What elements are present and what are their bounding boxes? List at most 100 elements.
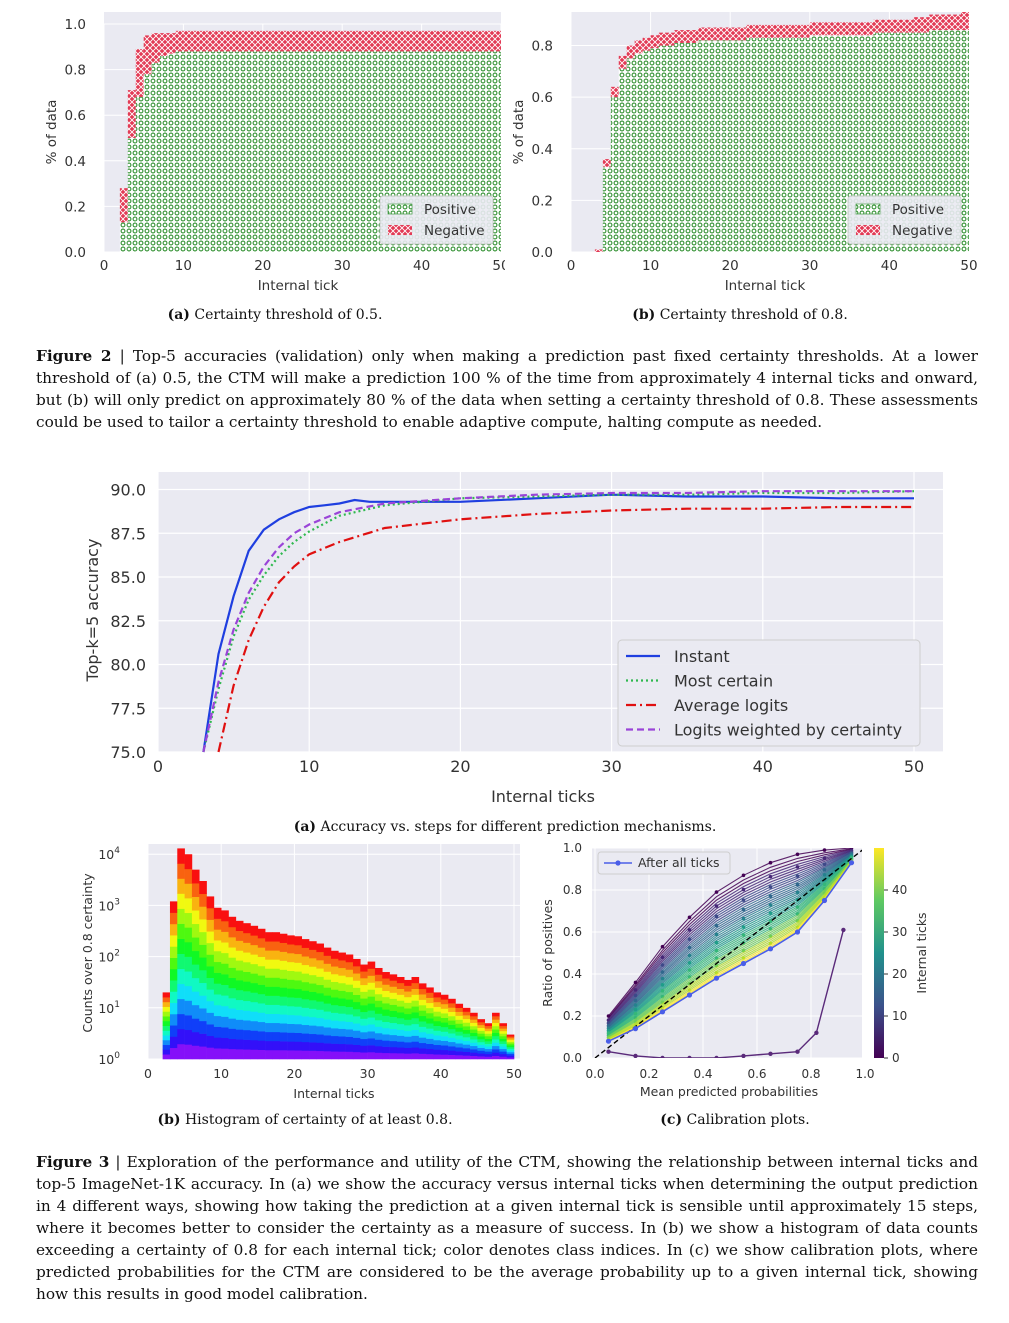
calibration-curve bbox=[608, 848, 852, 1019]
after-all-ticks-point bbox=[605, 1038, 612, 1044]
histogram-bar bbox=[352, 958, 361, 1060]
legend-label-after-all-ticks: After all ticks bbox=[638, 855, 720, 870]
bar-negative bbox=[714, 27, 723, 41]
bar-negative bbox=[809, 22, 818, 36]
calibration-curve bbox=[608, 855, 852, 1031]
bar-negative bbox=[143, 35, 152, 75]
x-tick-label: 0.8 bbox=[801, 1067, 820, 1081]
bar-negative bbox=[421, 30, 430, 52]
bar-positive bbox=[937, 30, 946, 253]
bar-negative bbox=[833, 22, 842, 36]
bar-positive bbox=[881, 32, 890, 253]
bar-negative bbox=[634, 40, 643, 54]
histogram-bar bbox=[499, 1023, 507, 1060]
bar-negative bbox=[358, 30, 367, 52]
histogram-bar bbox=[470, 1012, 478, 1060]
histogram-bar bbox=[191, 869, 200, 1060]
bar-positive bbox=[215, 51, 224, 252]
y-tick-label: 1.0 bbox=[65, 17, 86, 33]
histogram-bar bbox=[484, 1023, 493, 1060]
x-tick-label: 30 bbox=[601, 757, 621, 776]
after-all-ticks-point bbox=[821, 897, 828, 904]
colorbar-tick-label: 20 bbox=[892, 967, 907, 981]
y-tick-label: 102 bbox=[98, 949, 120, 965]
bar-negative bbox=[286, 30, 295, 52]
bar-positive bbox=[650, 48, 659, 253]
chart-certainty-histogram: 0 10 20 30 40 50 100 101 102 103 104 Internal tick… bbox=[80, 844, 522, 1101]
bar-negative bbox=[730, 27, 739, 41]
y-tick-label: 90.0 bbox=[110, 481, 146, 500]
bar-positive bbox=[135, 96, 144, 253]
bar-positive bbox=[833, 35, 842, 253]
bar-negative bbox=[817, 22, 826, 36]
bar-negative bbox=[738, 27, 747, 41]
bar-negative bbox=[437, 30, 446, 52]
bar-positive bbox=[175, 51, 184, 252]
calibration-point bbox=[768, 860, 773, 865]
x-tick-label: 0 bbox=[567, 258, 576, 274]
bar-negative bbox=[453, 30, 462, 52]
legend: Positive Negative bbox=[379, 195, 494, 245]
bar-positive bbox=[817, 35, 826, 253]
bar-positive bbox=[714, 40, 723, 252]
calibration-curve bbox=[608, 852, 852, 1025]
bar-negative bbox=[937, 14, 946, 31]
legend: Instant Most certain Average logits Logits … bbox=[617, 639, 921, 747]
calibration-curve bbox=[608, 860, 852, 1038]
after-all-ticks-point bbox=[632, 1026, 639, 1032]
y-tick-label: 0.8 bbox=[532, 39, 553, 55]
histogram-bar bbox=[331, 950, 339, 1060]
colorbar-tick-label: 0 bbox=[892, 1051, 900, 1065]
y-tick-label: 103 bbox=[98, 897, 120, 913]
histogram-bar bbox=[162, 992, 171, 1060]
calibration-point bbox=[741, 916, 746, 921]
legend-label-positive: Positive bbox=[892, 202, 944, 218]
y-tick-label: 77.5 bbox=[110, 699, 146, 718]
first-tick-point bbox=[814, 1030, 819, 1035]
x-tick-label: 0 bbox=[144, 1066, 152, 1081]
y-tick-label: 0.0 bbox=[65, 245, 86, 261]
y-axis-label: % of data bbox=[44, 100, 60, 165]
bar-positive bbox=[618, 68, 627, 252]
x-tick-label: 10 bbox=[213, 1066, 229, 1081]
y-tick-label: 0.6 bbox=[563, 925, 582, 939]
bar-positive bbox=[953, 30, 962, 253]
bar-positive bbox=[151, 62, 160, 253]
calibration-curve bbox=[608, 854, 852, 1029]
bar-positive bbox=[199, 51, 208, 252]
x-tick-label: 40 bbox=[881, 258, 898, 274]
bar-positive bbox=[921, 32, 930, 253]
histogram-bar bbox=[250, 925, 259, 1060]
histogram-bar bbox=[462, 1007, 471, 1060]
histogram-bar bbox=[228, 916, 237, 1060]
bar-negative bbox=[270, 30, 279, 52]
calibration-point bbox=[714, 932, 719, 937]
bar-negative bbox=[674, 30, 683, 43]
bar-negative bbox=[413, 30, 422, 52]
bar-negative bbox=[594, 249, 603, 252]
bar-negative bbox=[477, 30, 486, 52]
x-tick-label: 10 bbox=[175, 258, 192, 274]
calibration-curve bbox=[608, 856, 852, 1033]
bar-positive bbox=[865, 35, 874, 253]
bar-positive bbox=[231, 51, 239, 252]
x-tick-label: 10 bbox=[642, 258, 659, 274]
bar-positive bbox=[777, 37, 786, 252]
bar-positive bbox=[421, 51, 430, 252]
bar-negative bbox=[682, 30, 691, 43]
calibration-curve bbox=[608, 858, 852, 1036]
bar-positive bbox=[270, 51, 279, 252]
y-tick-label: 0.4 bbox=[65, 154, 86, 170]
calibration-curve bbox=[608, 862, 852, 1042]
bar-positive bbox=[730, 40, 739, 252]
bar-negative bbox=[318, 30, 327, 52]
calibration-curve bbox=[608, 851, 852, 1024]
calibration-curve bbox=[608, 852, 852, 1026]
calibration-point bbox=[687, 928, 692, 932]
after-all-ticks-curve bbox=[608, 862, 853, 1042]
calibration-curve bbox=[608, 849, 852, 1020]
bar-negative bbox=[397, 30, 406, 52]
calibration-curve bbox=[608, 855, 852, 1030]
bar-negative bbox=[945, 14, 954, 31]
histogram-bar bbox=[506, 1034, 515, 1060]
